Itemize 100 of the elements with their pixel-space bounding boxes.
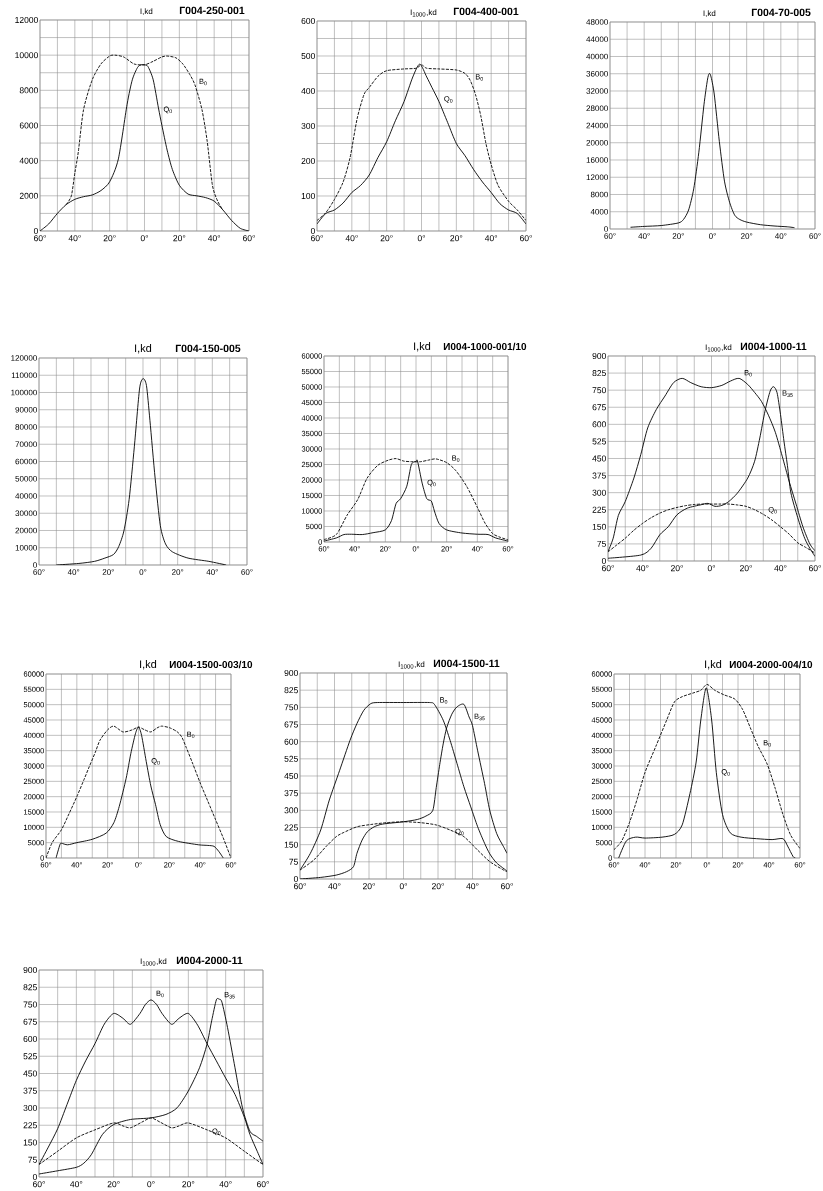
y-tick-label: 0 xyxy=(293,875,298,882)
x-tick-label: 40° xyxy=(774,565,787,572)
y-tick-label: 8000 xyxy=(19,87,38,94)
line-series xyxy=(55,378,227,565)
y-tick-label: 375 xyxy=(592,472,606,479)
y-axis-title: I$_{1000}$,kd xyxy=(705,344,732,352)
y-tick-label: 525 xyxy=(592,438,606,445)
y-tick-label: 150 xyxy=(23,1139,37,1146)
x-tick-label: 60° xyxy=(243,235,255,242)
y-tick-label: 60000 xyxy=(15,458,37,465)
x-tick-label: 60° xyxy=(257,1181,269,1188)
y-tick-label: 6000 xyxy=(19,122,38,129)
x-tick-label: 20° xyxy=(107,1181,120,1188)
y-tick-label: 525 xyxy=(284,755,298,762)
x-tick-label: 60° xyxy=(294,883,306,890)
y-tick-label: 4000 xyxy=(590,208,608,215)
x-tick-label: 20° xyxy=(182,1181,195,1188)
y-axis-title: I,kd xyxy=(705,660,722,670)
x-tick-label: 60° xyxy=(604,233,616,239)
chart-title: И004-1000-11 xyxy=(740,342,807,351)
chart-title: И004-2000-004/10 xyxy=(729,660,813,669)
y-tick-label: 110000 xyxy=(11,372,37,379)
y-tick-label: 50000 xyxy=(15,475,37,482)
x-tick-label: 40° xyxy=(638,233,650,239)
y-tick-label: 12000 xyxy=(586,174,608,181)
y-tick-label: 90000 xyxy=(15,406,37,413)
y-tick-label: 225 xyxy=(23,1122,37,1129)
chart-title: Г004-400-001 xyxy=(453,7,519,16)
y-tick-label: 36000 xyxy=(586,70,608,77)
x-tick-label: 0° xyxy=(709,233,716,239)
y-tick-label: 10000 xyxy=(15,52,38,59)
y-axis-title: I,kd xyxy=(140,660,157,670)
y-tick-label: 375 xyxy=(23,1087,37,1094)
y-tick-label: 525 xyxy=(23,1053,37,1060)
y-tick-label: 75 xyxy=(597,540,606,547)
x-tick-label: 0° xyxy=(139,569,147,575)
chart-title: И004-1500-11 xyxy=(433,659,500,668)
y-tick-label: 44000 xyxy=(586,36,608,43)
x-tick-label: 20° xyxy=(103,235,116,242)
y-tick-label: 4000 xyxy=(19,157,38,164)
y-axis-title: I,kd xyxy=(135,344,152,354)
y-tick-label: 825 xyxy=(592,370,606,377)
y-tick-label: 200 xyxy=(301,157,315,164)
y-axis-title: I$_{1000}$,kd xyxy=(410,9,437,17)
y-tick-label: 80000 xyxy=(15,424,37,430)
y-tick-label: 225 xyxy=(592,506,606,513)
x-tick-label: 20° xyxy=(172,569,184,575)
x-tick-label: 40° xyxy=(68,235,81,242)
x-tick-label: 60° xyxy=(809,233,821,239)
y-tick-label: 600 xyxy=(284,738,298,745)
x-tick-label: 40° xyxy=(484,235,498,242)
y-tick-label: 12000 xyxy=(15,16,38,23)
x-tick-label: 60° xyxy=(602,565,614,572)
y-tick-label: 20000 xyxy=(586,139,608,146)
y-tick-label: 900 xyxy=(592,353,606,359)
y-tick-label: 300 xyxy=(284,807,298,814)
x-tick-label: 20° xyxy=(173,235,186,242)
y-tick-label: 48000 xyxy=(586,19,608,25)
chart-title: И004-1000-001/10 xyxy=(443,342,527,351)
y-tick-label: 75 xyxy=(28,1156,37,1163)
y-tick-label: 40000 xyxy=(586,53,608,60)
x-tick-label: 0° xyxy=(399,883,408,890)
x-tick-label: 40° xyxy=(70,1181,83,1188)
y-axis-title: I$_{1000}$,kd xyxy=(140,958,167,966)
x-tick-label: 20° xyxy=(450,235,463,242)
y-tick-label: 225 xyxy=(284,824,298,831)
y-tick-label: 400 xyxy=(301,87,315,94)
chart-title: Г004-70-005 xyxy=(751,8,811,17)
y-tick-label: 0 xyxy=(33,227,38,234)
y-axis-title: I$_{1000}$,kd xyxy=(398,661,425,669)
x-tick-label: 60° xyxy=(501,883,513,890)
x-tick-label: 40° xyxy=(636,565,649,572)
y-tick-label: 100 xyxy=(301,192,315,199)
y-tick-label: 375 xyxy=(284,790,298,797)
x-tick-label: 40° xyxy=(328,883,341,890)
chart-title: И004-2000-11 xyxy=(176,956,243,965)
x-tick-label: 20° xyxy=(740,565,752,572)
y-tick-label: 900 xyxy=(284,670,298,676)
y-tick-label: 450 xyxy=(23,1070,37,1077)
y-tick-label: 2000 xyxy=(19,192,38,199)
y-tick-label: 750 xyxy=(23,1001,37,1008)
y-tick-label: 300 xyxy=(23,1105,37,1111)
y-tick-label: 32000 xyxy=(586,88,608,94)
y-tick-label: 70000 xyxy=(15,441,37,448)
y-tick-label: 8000 xyxy=(590,191,608,198)
x-tick-label: 20° xyxy=(671,565,683,572)
y-tick-label: 30000 xyxy=(15,510,37,517)
chart-title: И004-1500-003/10 xyxy=(169,660,253,669)
y-tick-label: 825 xyxy=(284,687,298,694)
y-tick-label: 10000 xyxy=(15,544,37,551)
chart-title: Г004-150-005 xyxy=(175,344,241,353)
x-tick-label: 60° xyxy=(241,569,253,575)
y-tick-label: 500 xyxy=(301,52,315,59)
y-tick-label: 28000 xyxy=(586,105,608,112)
x-tick-label: 60° xyxy=(34,235,46,242)
x-tick-label: 0° xyxy=(707,565,716,572)
y-tick-label: 75 xyxy=(289,858,298,865)
y-axis-title: I,kd xyxy=(414,342,431,352)
y-tick-label: 300 xyxy=(592,489,606,496)
x-tick-label: 20° xyxy=(672,233,684,239)
